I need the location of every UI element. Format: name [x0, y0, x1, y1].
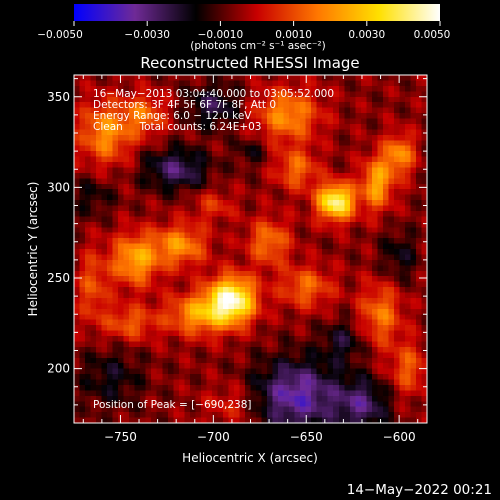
chart-title: Reconstructed RHESSI Image	[140, 54, 359, 72]
peak-position-label: Position of Peak = [−690,238]	[93, 399, 252, 411]
x-tick-label: −700	[197, 430, 230, 444]
y-tick-label: 200	[47, 362, 70, 376]
annotation-block: 16−May−2013 03:04:40.000 to 03:05:52.000…	[93, 88, 334, 133]
heatmap	[74, 75, 427, 423]
heatmap-image	[74, 75, 427, 423]
colorbar: −0.0050 −0.0030 −0.0010 0.0010 0.0030 0.0050 …	[37, 4, 450, 52]
colorbar-tick-label: 0.0010	[275, 29, 312, 41]
annotation-clean-counts: Clean Total counts: 6.24E+03	[93, 121, 262, 133]
annotation-detectors: Detectors: 3F 4F 5F 6F 7F 8F, Att 0	[93, 99, 276, 111]
colorbar-ticks: −0.0050 −0.0030 −0.0010 0.0010 0.0030 0.0050	[37, 21, 450, 41]
x-tick-label: −650	[290, 430, 323, 444]
annotation-time-range: 16−May−2013 03:04:40.000 to 03:05:52.000	[93, 88, 334, 100]
colorbar-tick-label: −0.0010	[198, 29, 244, 41]
y-axis-label: Heliocentric Y (arcsec)	[26, 182, 40, 317]
annotation-energy-range: Energy Range: 6.0 − 12.0 keV	[93, 110, 252, 122]
footer-date: 14−May−2022 00:21	[347, 482, 492, 498]
x-tick-label: −750	[104, 430, 137, 444]
colorbar-tick-label: 0.0050	[414, 29, 451, 41]
colorbar-tick-label: 0.0030	[348, 29, 385, 41]
colorbar-tick-label: −0.0050	[37, 29, 83, 41]
colorbar-gradient	[74, 4, 440, 21]
colorbar-tick-label: −0.0030	[124, 29, 170, 41]
x-axis-label: Heliocentric X (arcsec)	[182, 451, 318, 465]
colorbar-unit-label: (photons cm⁻² s⁻¹ asec⁻²)	[190, 40, 325, 52]
axis-ticks: −750 −700 −650 −600 200 250 300 350	[47, 75, 427, 444]
y-tick-label: 250	[47, 271, 70, 285]
y-tick-label: 300	[47, 180, 70, 194]
y-tick-label: 350	[47, 90, 70, 104]
x-tick-label: −600	[383, 430, 416, 444]
